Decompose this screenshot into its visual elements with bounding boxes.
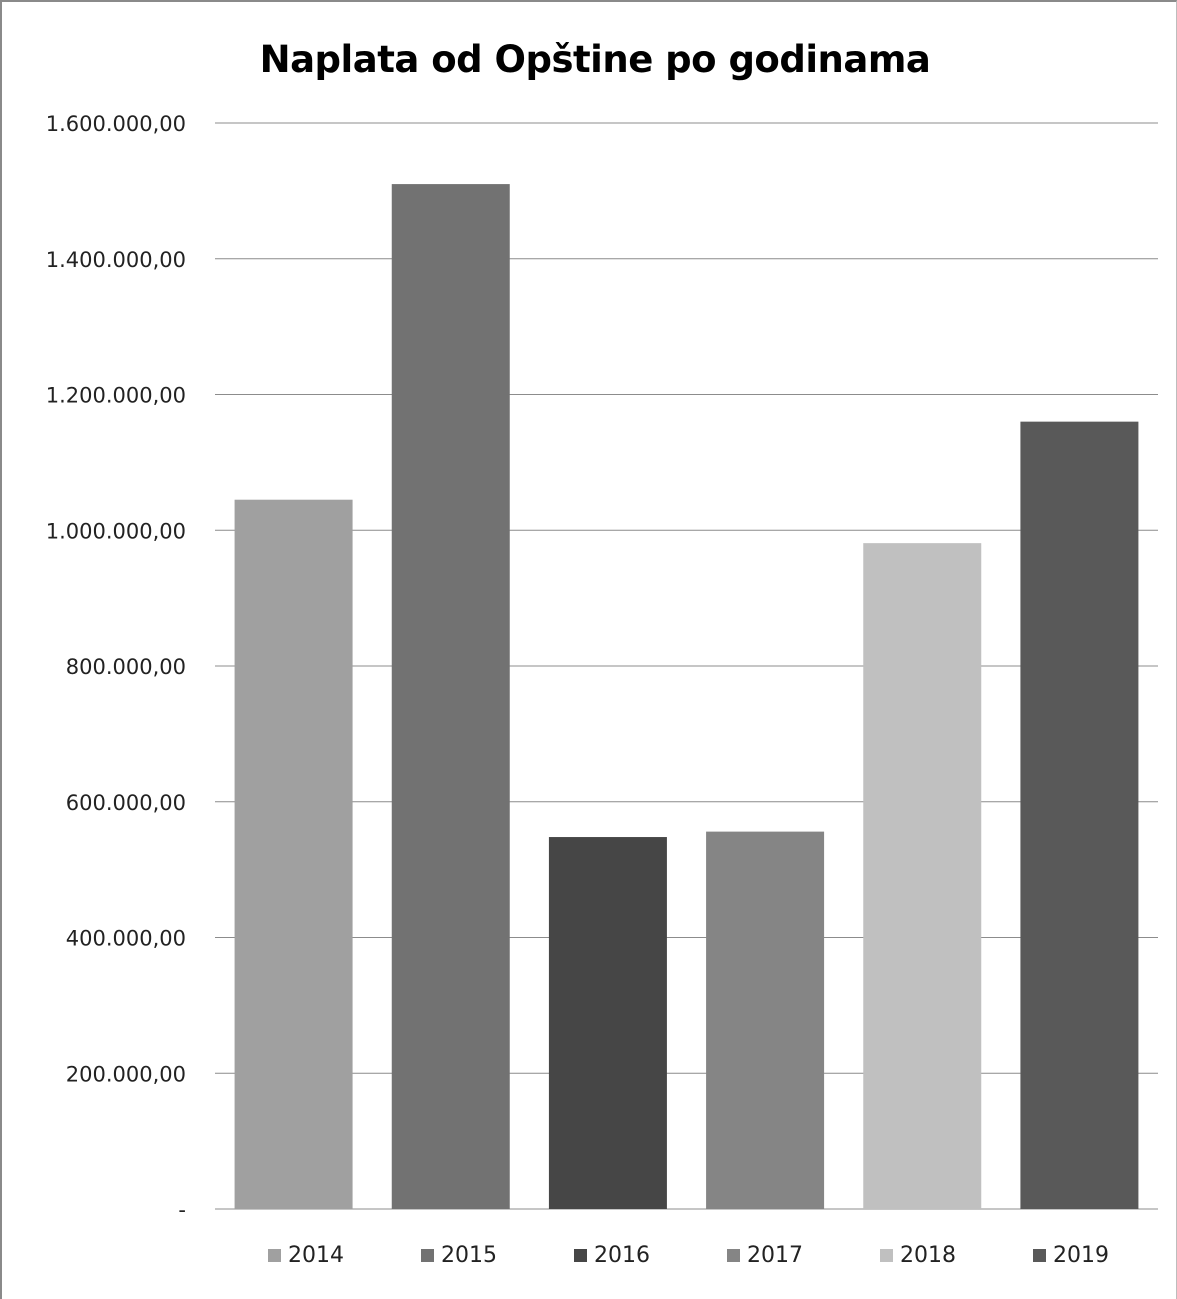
bar-2017 xyxy=(706,831,825,1209)
y-tick-label: 1.200.000,00 xyxy=(46,384,186,408)
bar-2015 xyxy=(391,184,510,1209)
y-tick-label: 600.000,00 xyxy=(66,791,186,815)
bar-2016 xyxy=(548,837,667,1209)
legend-label: 2018 xyxy=(900,1243,956,1268)
bar-2019 xyxy=(1020,421,1139,1209)
bar-2018 xyxy=(863,543,982,1209)
bar-2014 xyxy=(234,499,353,1209)
legend-label: 2016 xyxy=(594,1243,650,1268)
y-tick-label: 800.000,00 xyxy=(66,655,186,679)
legend: 2014 2015 2016 2017 2018 2019 xyxy=(268,1243,1109,1268)
legend-label: 2014 xyxy=(288,1243,344,1268)
legend-swatch-2017 xyxy=(727,1249,740,1262)
legend-label: 2017 xyxy=(747,1243,803,1268)
legend-label: 2019 xyxy=(1053,1243,1109,1268)
y-axis-tick-labels: - 200.000,00 400.000,00 600.000,00 800.000,0… xyxy=(46,112,186,1222)
legend-swatch-2014 xyxy=(268,1249,281,1262)
y-tick-label: 1.000.000,00 xyxy=(46,519,186,543)
legend-swatch-2019 xyxy=(1033,1249,1046,1262)
legend-swatch-2018 xyxy=(880,1249,893,1262)
y-tick-label: 200.000,00 xyxy=(66,1062,186,1086)
y-tick-label: 400.000,00 xyxy=(66,927,186,951)
legend-swatch-2015 xyxy=(421,1249,434,1262)
legend-swatch-2016 xyxy=(574,1249,587,1262)
y-tick-label: 1.400.000,00 xyxy=(46,248,186,272)
legend-label: 2015 xyxy=(441,1243,497,1268)
bars xyxy=(234,184,1139,1209)
chart-title: Naplata od Opštine po godinama xyxy=(259,38,931,81)
y-tick-label: - xyxy=(178,1198,186,1222)
gridlines xyxy=(215,122,1158,1210)
y-tick-label: 1.600.000,00 xyxy=(46,112,186,136)
